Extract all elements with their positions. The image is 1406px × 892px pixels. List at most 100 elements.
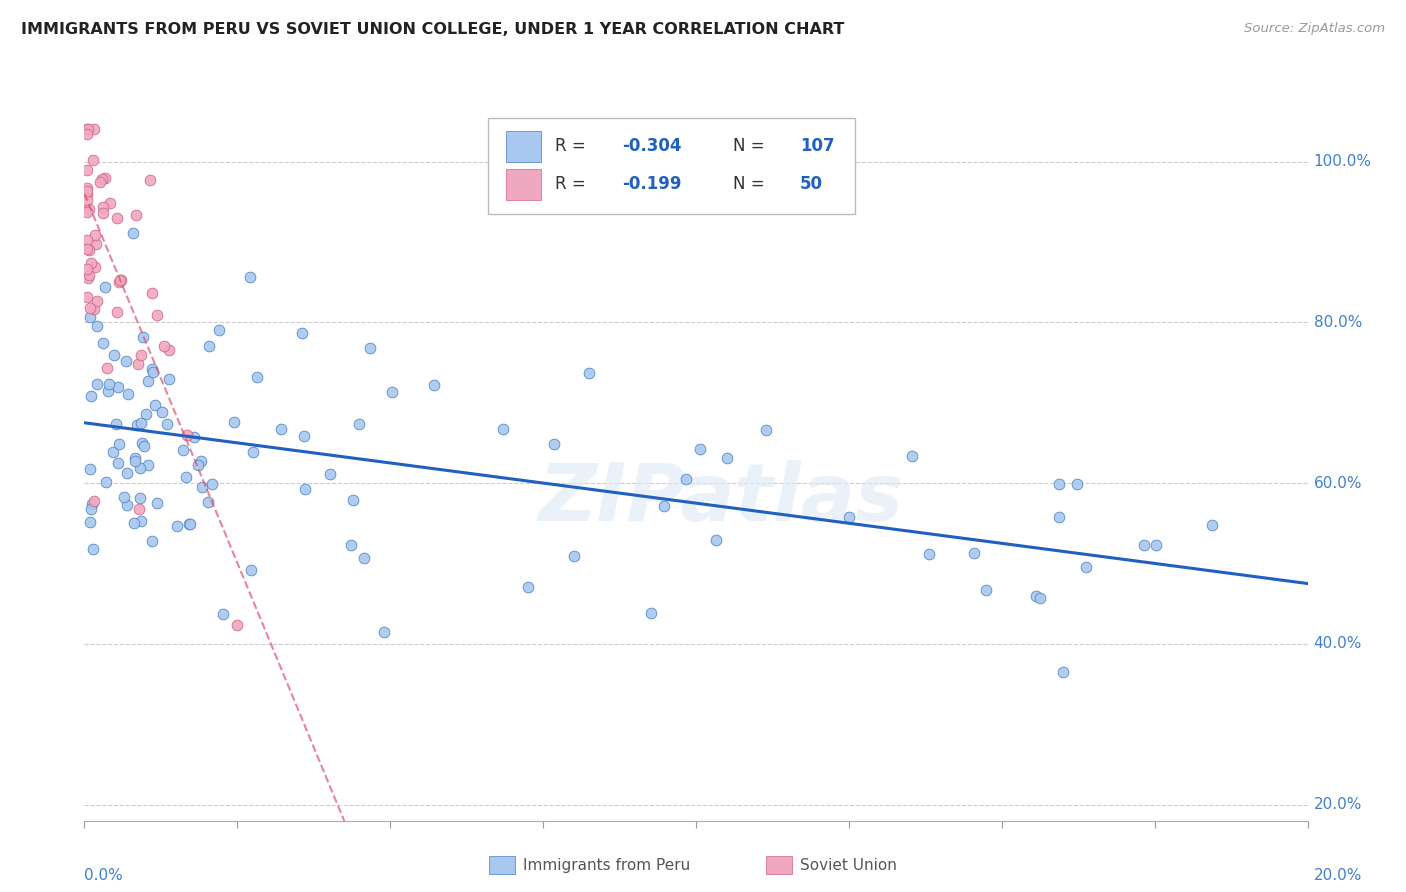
Point: [1074, 560, 1097, 574]
Point: [124, 451, 146, 466]
Point: [1028, 591, 1050, 605]
Bar: [506, 169, 541, 200]
Point: [578, 366, 600, 380]
Point: [83, 301, 105, 316]
Point: [104, 417, 127, 432]
Point: [141, 286, 163, 301]
Point: [80, 497, 103, 511]
Point: [1047, 510, 1070, 524]
Point: [319, 467, 342, 482]
Point: [122, 226, 145, 240]
Point: [96, 475, 118, 489]
Point: [963, 546, 986, 560]
Point: [1133, 538, 1156, 552]
Text: 20.0%: 20.0%: [1313, 868, 1362, 883]
Point: [174, 470, 197, 484]
Point: [77, 202, 100, 216]
Point: [128, 461, 150, 475]
Point: [83, 122, 105, 136]
Point: [838, 510, 860, 524]
Point: [153, 339, 176, 353]
Text: 0.0%: 0.0%: [84, 868, 124, 883]
Point: [146, 308, 169, 322]
Point: [131, 436, 153, 450]
Point: [117, 386, 139, 401]
Point: [187, 458, 209, 472]
Point: [239, 270, 262, 285]
Bar: [506, 131, 541, 161]
Text: 80.0%: 80.0%: [1313, 315, 1362, 330]
Point: [1066, 477, 1088, 491]
Point: [564, 549, 586, 563]
Point: [517, 580, 540, 594]
Point: [84, 227, 107, 242]
Point: [77, 271, 100, 285]
Point: [127, 357, 149, 371]
Text: -0.199: -0.199: [623, 176, 682, 194]
Point: [91, 336, 114, 351]
Point: [141, 365, 163, 379]
Point: [79, 301, 101, 315]
Text: 60.0%: 60.0%: [1313, 475, 1362, 491]
Point: [76, 261, 98, 276]
Point: [143, 398, 166, 412]
Point: [918, 547, 941, 561]
Point: [208, 323, 231, 337]
Point: [179, 517, 201, 532]
Point: [76, 184, 98, 198]
Point: [91, 205, 114, 219]
Point: [349, 417, 371, 432]
Point: [89, 175, 111, 189]
Point: [115, 354, 138, 368]
Text: Soviet Union: Soviet Union: [800, 858, 897, 872]
Point: [172, 443, 194, 458]
Point: [342, 493, 364, 508]
Point: [177, 517, 200, 532]
Point: [77, 122, 100, 136]
Point: [97, 384, 120, 398]
Point: [84, 237, 107, 252]
Point: [197, 339, 219, 353]
Point: [492, 422, 515, 436]
Point: [80, 256, 103, 270]
Point: [150, 404, 173, 418]
Point: [156, 417, 179, 431]
Text: Source: ZipAtlas.com: Source: ZipAtlas.com: [1244, 22, 1385, 36]
Point: [716, 451, 738, 466]
Point: [103, 348, 125, 362]
Point: [129, 514, 152, 528]
Point: [291, 326, 314, 341]
Text: 107: 107: [800, 137, 835, 155]
Point: [82, 153, 104, 167]
Text: 20.0%: 20.0%: [1313, 797, 1362, 812]
Point: [543, 437, 565, 451]
Point: [79, 310, 101, 325]
Point: [128, 501, 150, 516]
Point: [704, 533, 727, 547]
Point: [292, 429, 315, 443]
Point: [86, 294, 108, 309]
Point: [124, 454, 146, 468]
Point: [132, 439, 155, 453]
Point: [222, 416, 245, 430]
Point: [76, 233, 98, 247]
Point: [90, 172, 112, 186]
Text: 40.0%: 40.0%: [1313, 636, 1362, 651]
Point: [77, 243, 100, 257]
Text: 50: 50: [800, 176, 823, 194]
Point: [115, 498, 138, 512]
Point: [166, 519, 188, 533]
Point: [105, 304, 128, 318]
Point: [339, 538, 361, 552]
Point: [112, 491, 135, 505]
Point: [654, 500, 676, 514]
Point: [423, 378, 446, 392]
Point: [108, 437, 131, 451]
Point: [191, 480, 214, 494]
Point: [190, 454, 212, 468]
Point: [131, 416, 153, 430]
Point: [76, 162, 98, 177]
Point: [93, 170, 115, 185]
Point: [122, 516, 145, 530]
Text: ZIPatlas: ZIPatlas: [538, 459, 903, 538]
